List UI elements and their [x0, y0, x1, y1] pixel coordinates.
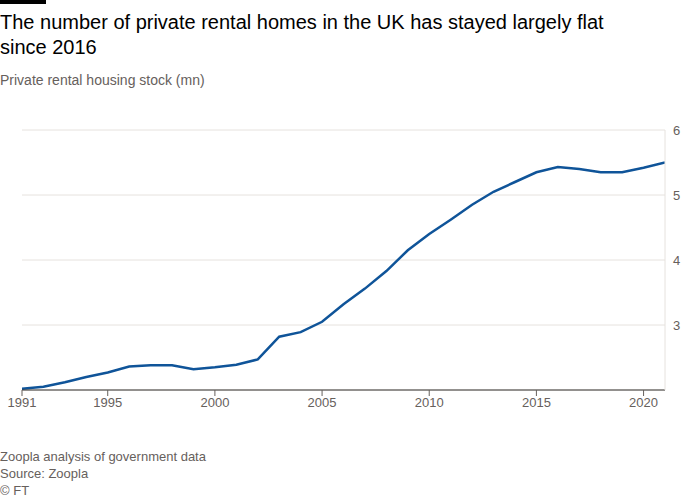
svg-text:1995: 1995: [93, 395, 122, 410]
html-text:© FT: © FT: [0, 483, 30, 498]
svg-text:4: 4: [673, 253, 680, 268]
html-text:Private rental housing stock (: Private rental housing stock (mn): [0, 72, 205, 88]
svg-text:1991: 1991: [8, 395, 36, 410]
html-text:Zoopla analysis of government: Zoopla analysis of government data: [0, 449, 206, 464]
svg-text:6: 6: [673, 123, 680, 138]
svg-text:2020: 2020: [629, 395, 658, 410]
svg-text:5: 5: [673, 188, 680, 203]
svg-text:2005: 2005: [308, 395, 337, 410]
svg-text:2015: 2015: [522, 395, 551, 410]
html-text:The number of private rental h: The number of private rental homes in th…: [0, 11, 604, 58]
svg-text:2000: 2000: [200, 395, 229, 410]
svg-text:2010: 2010: [415, 395, 444, 410]
svg-text:3: 3: [673, 318, 680, 333]
html-text:Source: Zoopla: Source: Zoopla: [0, 466, 89, 481]
